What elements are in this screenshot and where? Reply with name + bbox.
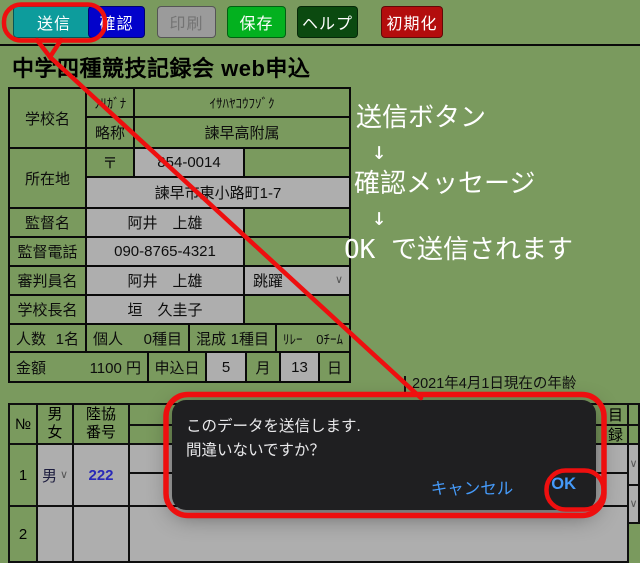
individual-label: 個人	[93, 330, 124, 348]
fee-label: 金額	[16, 359, 47, 377]
relay-label: ﾘﾚｰ	[283, 331, 303, 347]
combined-events-cell: 混成 1種目	[190, 325, 277, 351]
dialog-message-line1: このデータを送信します.	[186, 418, 361, 435]
fee-cell: 金額 1100 円	[10, 353, 149, 381]
roster-header-extra-top	[627, 403, 640, 426]
confirm-button[interactable]: 確認	[88, 6, 145, 38]
roster-row2-event-cell[interactable]	[128, 505, 629, 563]
roster-row1-fed-number-field[interactable]: 222	[72, 443, 130, 507]
judge-role-select[interactable]: 跳躍 ∨	[245, 267, 349, 294]
roster-row1-extra-top[interactable]: ∨	[627, 443, 640, 486]
address-label: 所在地	[10, 149, 87, 207]
month-label: 月	[247, 353, 281, 381]
coach-phone-label: 監督電話	[10, 238, 87, 265]
postal-spare-cell	[245, 149, 349, 176]
roster-row2-gender-select[interactable]	[36, 505, 74, 563]
address-rows: 所在地 〒 854-0014 諫早市東小路町1-7	[10, 149, 349, 209]
postal-mark: 〒	[87, 149, 135, 176]
down-arrow-icon: ↓	[372, 203, 387, 231]
gender-value: 男	[41, 467, 57, 485]
confirmation-dialog: このデータを送信します. 間違いないですか？ キャンセル OK	[172, 400, 596, 510]
fee-value: 1100 円	[89, 359, 141, 377]
abbreviation-label: 略称	[87, 118, 135, 147]
relay-value: 0ﾁｰﾑ	[316, 331, 343, 347]
page-title: 中学四種競技記録会 web申込	[12, 56, 311, 81]
send-button[interactable]: 送信	[13, 6, 95, 38]
judge-role-value: 跳躍	[253, 273, 284, 290]
school-name-label: 学校名	[10, 89, 87, 147]
annotation-line-2: 確認メッセージ	[354, 169, 536, 199]
roster-row1-gender-select[interactable]: 男 ∨	[36, 443, 74, 507]
coach-phone-field[interactable]: 090-8765-4321	[87, 238, 245, 265]
cancel-button[interactable]: キャンセル	[430, 480, 514, 498]
save-button[interactable]: 保存	[227, 6, 286, 38]
principal-name-label: 学校長名	[10, 296, 87, 323]
chevron-down-icon: ∨	[334, 274, 343, 286]
headcount-value: 1名	[55, 330, 79, 348]
individual-events-cell: 個人 0種目	[87, 325, 190, 351]
phone-spare-cell	[245, 238, 349, 265]
judge-name-field[interactable]: 阿井 上雄	[87, 267, 245, 294]
gender-header-top: 男	[47, 406, 63, 423]
judge-name-label: 審判員名	[10, 267, 87, 294]
roster-header-fed-number: 陸協 番号	[72, 403, 130, 445]
headcount-label: 人数	[16, 330, 47, 348]
fed-header-bottom: 番号	[85, 424, 116, 441]
chevron-down-icon: ∨	[59, 468, 69, 481]
combined-label: 混成	[196, 330, 227, 348]
initialize-button[interactable]: 初期化	[381, 6, 443, 38]
individual-value: 0種目	[143, 330, 182, 348]
principal-spare-cell	[245, 296, 349, 323]
toolbar-divider	[0, 44, 640, 46]
age-reference-note: 2021年4月1日現在の年齢	[404, 376, 576, 393]
day-label: 日	[326, 359, 342, 377]
annotation-line-1: 送信ボタン	[356, 103, 487, 133]
coach-spare-cell	[245, 209, 349, 236]
ok-button[interactable]: OK	[551, 475, 576, 493]
instruction-annotation: 送信ボタン ↓ 確認メッセージ ↓ OK で送信されます	[344, 102, 573, 267]
roster-header-gender: 男 女	[36, 403, 74, 445]
apply-day-field[interactable]: 13	[281, 353, 320, 381]
coach-name-field[interactable]: 阿井 上雄	[87, 209, 245, 236]
principal-name-field[interactable]: 垣 久圭子	[87, 296, 245, 323]
street-address-field[interactable]: 諫早市東小路町1-7	[87, 178, 349, 207]
roster-row1-extra-bottom[interactable]: ∨	[627, 484, 640, 524]
entry-form-table: 学校名 ﾌﾘｶﾞﾅ ｲｻﾊﾔｺｳﾌｿﾞｸ 略称 諫早高附属 所在地 〒 854-…	[8, 87, 351, 383]
annotation-line-3: OK で送信されます	[344, 235, 573, 265]
roster-row1-no: 1	[8, 443, 38, 507]
school-furigana-field[interactable]: ｲｻﾊﾔｺｳﾌｿﾞｸ	[209, 96, 275, 111]
apply-month-field[interactable]: 5	[207, 353, 247, 381]
apply-date-label: 申込日	[149, 353, 207, 381]
school-name-rows: 学校名 ﾌﾘｶﾞﾅ ｲｻﾊﾔｺｳﾌｿﾞｸ 略称 諫早高附属	[10, 89, 349, 149]
roster-row2-fed-number-field[interactable]	[72, 505, 130, 563]
headcount-cell: 人数 1名	[10, 325, 87, 351]
relay-teams-cell: ﾘﾚｰ 0ﾁｰﾑ	[277, 325, 349, 351]
fed-header-top: 陸協	[85, 406, 116, 423]
furigana-label: ﾌﾘｶﾞﾅ	[87, 89, 135, 116]
down-arrow-icon: ↓	[372, 137, 387, 165]
help-button[interactable]: ヘルプ	[297, 6, 358, 38]
gender-header-bottom: 女	[47, 424, 63, 441]
dialog-message-line2: 間違いないですか？	[186, 442, 326, 459]
combined-value: 1種目	[230, 330, 269, 348]
school-abbreviation-field[interactable]: 諫早高附属	[204, 125, 280, 142]
dialog-message: このデータを送信します. 間違いないですか？	[186, 415, 361, 463]
coach-name-label: 監督名	[10, 209, 87, 236]
roster-header-no: №	[8, 403, 38, 445]
roster-header-extra-bottom	[627, 424, 640, 445]
roster-row2-no: 2	[8, 505, 38, 563]
print-button: 印刷	[157, 6, 216, 38]
postal-code-field[interactable]: 854-0014	[135, 149, 245, 176]
